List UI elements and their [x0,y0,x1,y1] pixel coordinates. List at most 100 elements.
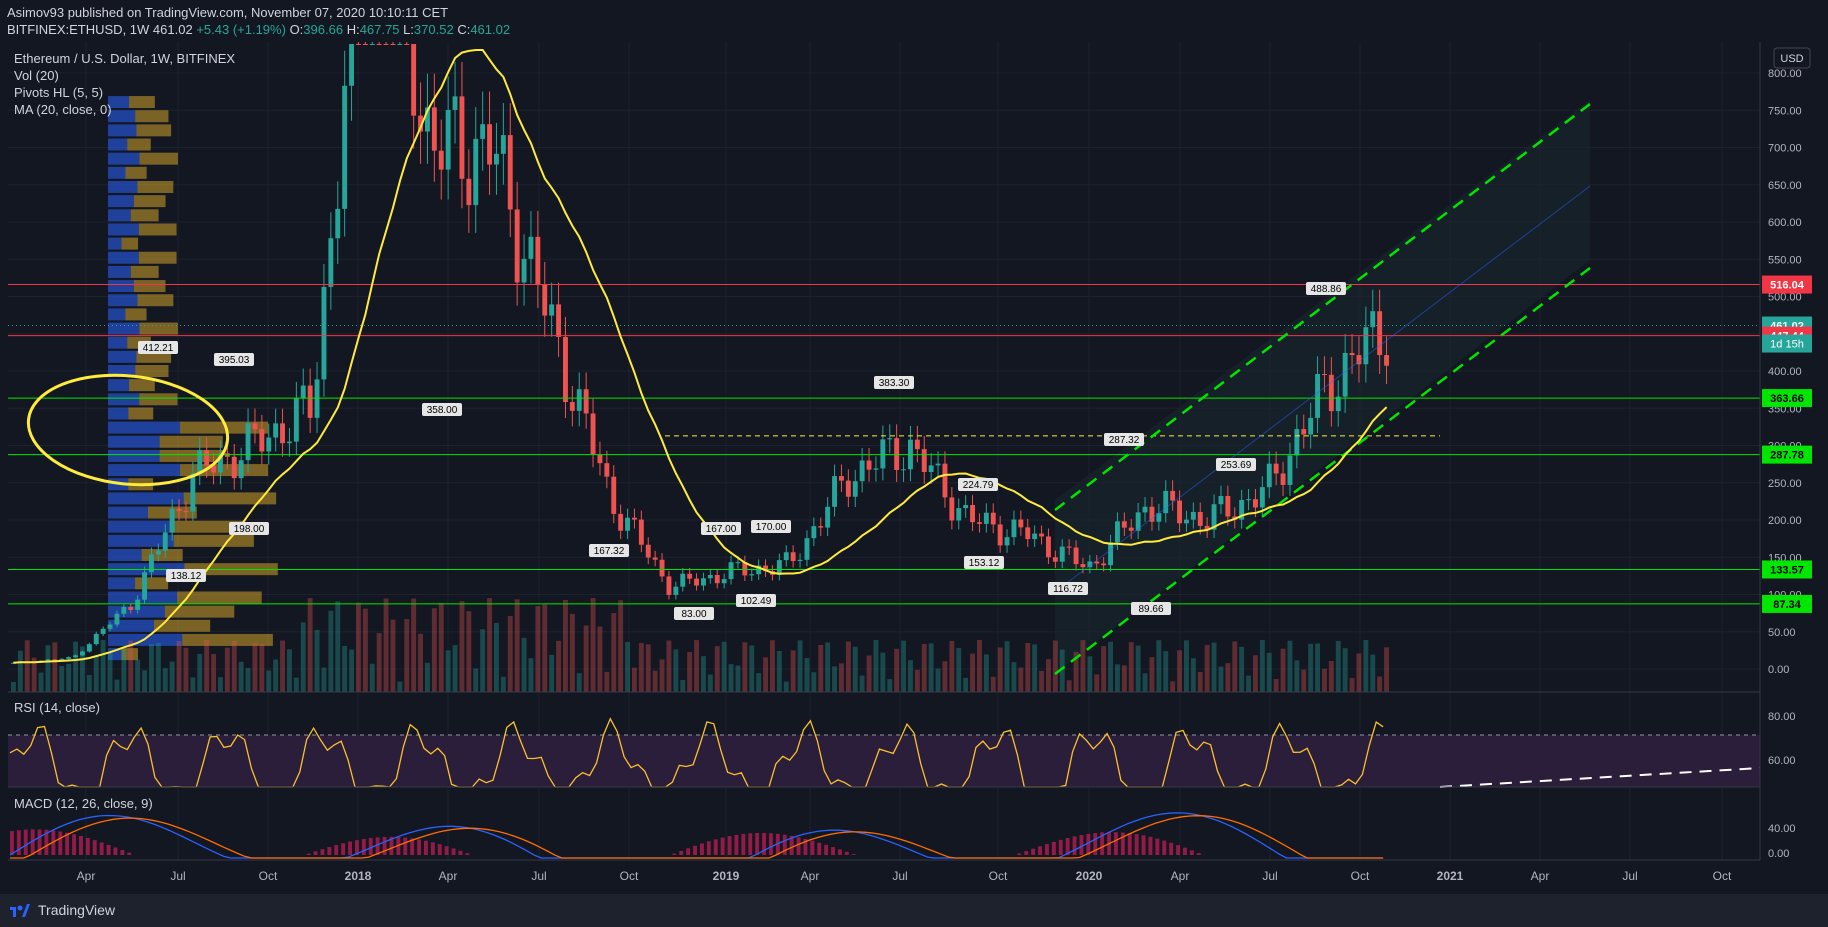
candle-body [1184,519,1189,524]
volume-bar [300,622,306,692]
volume-bar [397,681,403,692]
candle-body [825,506,831,528]
candle-body [839,476,844,481]
volume-bar [1032,644,1038,692]
macd-hist-bar [403,837,408,855]
macd-hist-bar [824,844,829,855]
candle-body [494,153,499,165]
time-tick-label: Apr [1171,869,1190,883]
candle-body [1059,546,1065,562]
macd-hist-bar [334,845,339,855]
volume-bar [259,644,265,692]
candle-body [376,44,382,45]
macd-hist-bar [417,839,421,855]
profile-bar-up [108,520,170,533]
candle-body [259,429,265,452]
volume-bar [956,648,962,692]
macd-hist-bar [437,844,442,855]
legend-macd: MACD (12, 26, close, 9) [14,796,153,811]
macd-hist-bar [327,847,332,855]
publish-line: Asimov93 published on TradingView.com, N… [7,5,448,20]
candle-body [942,463,948,498]
candle-body [742,562,748,576]
volume-bar [990,676,996,692]
price-tick-label: 200.00 [1768,515,1802,527]
volume-bar [211,654,216,692]
candle-body [783,552,789,561]
macd-hist-bar [769,833,773,855]
candle-body [231,456,237,479]
volume-bar [169,661,175,692]
legend-pivots: Pivots HL (5, 5) [14,85,103,100]
candle-body [1266,463,1272,488]
macd-tick-label: 0.00 [1768,848,1789,860]
candle-body [404,44,410,45]
volume-bar [52,642,58,692]
macd-hist-bar [1127,833,1132,855]
volume-bar [266,670,272,692]
macd-hist-bar [1031,848,1036,855]
price-tag-box [1762,560,1812,579]
signal-line [10,815,1384,859]
profile-bar-up [108,280,134,293]
volume-bar [611,613,617,692]
time-axis[interactable]: Apr Jul Oct 2018 Apr Jul Oct 2019 Apr Jul Oct 2020 A… [77,869,1732,883]
volume-bar [183,647,189,692]
profile-bar-up [108,237,122,250]
candle-body [59,658,65,660]
pivot-label-box [138,341,178,354]
brand-name: TradingView [38,902,116,918]
macd-hist-bar [79,835,83,855]
macd-hist-bar [700,843,704,855]
candle-body [1211,504,1217,530]
channel-upper-line[interactable] [1054,103,1591,511]
volume-bar [542,604,548,692]
volume-bar [293,677,299,692]
macd-hist-bar [1196,853,1201,855]
chart-area[interactable]: 412.21 395.03 358.00 198.00 138.12 167.32 383.… [0,0,1828,894]
candle-body [287,441,292,444]
candle-body [970,505,975,523]
rsi-trendline[interactable] [1439,767,1761,788]
candle-body [963,505,969,509]
candle-body [894,438,900,470]
profile-bar-down [135,365,169,377]
volume-bar [1335,640,1341,692]
volume-bar [31,657,37,692]
volume-bar [114,679,120,692]
profile-bar-up [108,209,131,222]
macd-hist-bar [389,836,394,855]
candle-body [397,44,403,45]
rsi-band [8,735,1760,787]
candle-body [811,526,817,539]
volume-bar [1218,666,1224,692]
pivot-label-box [1306,282,1346,295]
volume-bar [942,661,948,692]
channel-mid-line[interactable] [1054,185,1591,593]
volume-bar [1121,665,1127,692]
volume-bar [73,641,78,692]
candle-body [1170,490,1176,501]
volume-bar [466,611,472,692]
price-tick-label: 600.00 [1768,217,1802,229]
volume-bar [1377,676,1383,692]
price-axis[interactable]: 800.00 750.00 700.00 650.00 600.00 550.00 500.… [1768,68,1802,676]
pivot-label-box [958,478,998,491]
macd-hist-bar [1155,838,1160,855]
publisher-name[interactable]: Asimov93 [7,5,65,20]
currency-button[interactable] [1773,47,1811,69]
volume-bar [625,641,630,692]
volume-bar [218,677,223,692]
price-chart[interactable]: 412.21 395.03 358.00 198.00 138.12 167.32 383.… [0,0,1828,894]
volume-bar [1211,642,1217,692]
macd-hist-bar [37,829,42,855]
volume-bar [928,643,934,692]
highlight-ellipse[interactable] [23,366,233,494]
tradingview-logo[interactable]: TradingView [8,901,115,919]
volume-bar [1253,655,1258,692]
macd-hist-bar [106,844,111,855]
main-pane[interactable] [8,42,1760,692]
candle-body [618,513,624,531]
macd-hist-bar [16,830,21,855]
macd-hist-bar [1134,834,1139,855]
